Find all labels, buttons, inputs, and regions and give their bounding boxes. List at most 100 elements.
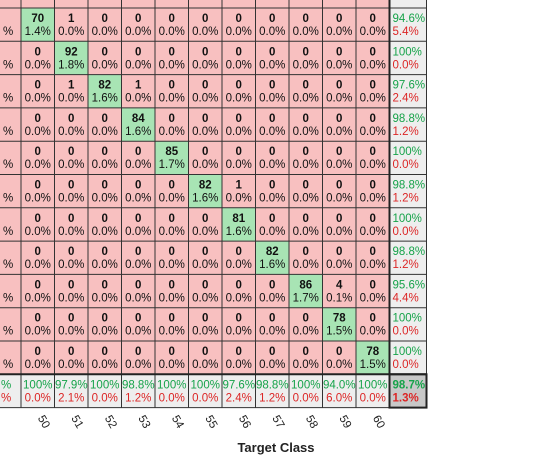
matrix-cell: [255, 141, 289, 175]
column-summary-correct: 100%: [358, 379, 387, 391]
row-summary-error: 0.0%: [393, 159, 419, 171]
cell-count: 1: [236, 180, 243, 192]
cell-percent: 0.0%: [92, 159, 118, 171]
matrix-cell: [356, 174, 390, 208]
cell-percent: 0.0%: [360, 193, 386, 205]
cell-count: 0: [135, 180, 141, 192]
cell-count: 82: [266, 246, 279, 258]
cell-percent: 0.0%: [25, 326, 51, 338]
matrix-cell: [54, 41, 88, 75]
cell-percent: 0.0%: [293, 193, 319, 205]
row-fragment-label: %: [3, 359, 13, 371]
cell-count: 0: [236, 279, 242, 291]
matrix-cell: [322, 207, 356, 242]
matrix-cell: [121, 274, 155, 308]
cell-count: 0: [202, 80, 208, 92]
x-tick-label: 54: [169, 414, 186, 432]
matrix-cell: [289, 8, 323, 42]
cell-count: 0: [135, 13, 141, 25]
cell-percent: 1.6%: [125, 126, 151, 138]
matrix-cell: [155, 241, 189, 275]
row-fragment-label: %: [3, 159, 13, 171]
cell-percent: 0.1%: [326, 292, 352, 304]
row-summary-error: 1.2%: [393, 259, 419, 271]
cell-percent: 0.0%: [92, 326, 118, 338]
cell-percent: 0.0%: [125, 326, 151, 338]
cell-percent: 0.0%: [192, 26, 218, 38]
cell-count: 0: [35, 80, 41, 92]
matrix-cell: [322, 241, 356, 275]
cell-count: 0: [169, 13, 175, 25]
matrix-cell: [222, 341, 256, 375]
cell-percent: 0.0%: [25, 193, 51, 205]
cell-count: 0: [303, 346, 309, 358]
matrix-cell: [88, 274, 122, 308]
cell-percent: 0.0%: [326, 159, 352, 171]
cell-percent: 0.0%: [159, 326, 185, 338]
matrix-cell: [356, 107, 390, 142]
cell-count: 0: [68, 213, 74, 225]
matrix-cell: [289, 341, 323, 375]
cell-percent: 0.0%: [58, 159, 84, 171]
matrix-cell: [121, 107, 155, 142]
cell-count: 0: [169, 113, 175, 125]
matrix-cell: [155, 207, 189, 242]
cell-percent: 0.0%: [293, 126, 319, 138]
matrix-cell: [255, 307, 289, 341]
cell-count: 0: [202, 279, 208, 291]
cell-percent: 1.6%: [192, 193, 218, 205]
cell-count: 0: [236, 146, 242, 158]
column-summary-error: 1.2%: [259, 392, 285, 404]
cell-percent: 1.6%: [259, 259, 285, 271]
row-summary-correct: 98.8%: [393, 246, 426, 258]
row-summary-cell: [389, 8, 427, 42]
matrix-cell: [289, 241, 323, 275]
cell-percent: 0.0%: [58, 126, 84, 138]
cell-count: 0: [102, 313, 108, 325]
matrix-cell: [356, 274, 390, 308]
column-summary-error: 0.0%: [25, 392, 51, 404]
cell-percent: 0.0%: [192, 159, 218, 171]
cell-percent: 0.0%: [259, 193, 285, 205]
row-summary-correct: 94.6%: [393, 13, 426, 25]
cell-count: 0: [336, 13, 342, 25]
x-tick-label: 58: [303, 414, 320, 431]
row-fragment-label: %: [3, 292, 13, 304]
cell-count: 0: [303, 113, 309, 125]
cell-percent: 0.0%: [125, 59, 151, 71]
row-fragment-label: %: [3, 326, 13, 338]
cell-percent: 0.0%: [125, 193, 151, 205]
x-tick-label: 57: [269, 414, 286, 431]
cell-percent: 0.0%: [125, 226, 151, 238]
matrix-cell: [21, 341, 55, 375]
cell-count: 0: [169, 213, 175, 225]
cell-percent: 1.6%: [226, 226, 252, 238]
matrix-cell: [155, 307, 189, 341]
x-tick-label: 50: [35, 414, 52, 431]
cell-count: 81: [232, 213, 245, 225]
matrix-cell: [21, 174, 55, 208]
column-summary-correct: 100%: [291, 379, 320, 391]
column-summary-cell: [322, 374, 356, 408]
cell-percent: 0.0%: [326, 126, 352, 138]
matrix-cell: [88, 174, 122, 208]
cell-count: 0: [303, 213, 309, 225]
matrix-cell: [322, 141, 356, 175]
matrix-cell: [222, 241, 256, 275]
clipped-column-left: [0, 8, 21, 375]
matrix-cell: [54, 274, 88, 308]
cell-count: 0: [102, 113, 108, 125]
overall-accuracy-cell: [389, 374, 427, 408]
cell-percent: 0.0%: [192, 359, 218, 371]
matrix-cell: [155, 41, 189, 75]
cell-percent: 0.0%: [326, 259, 352, 271]
cell-percent: 0.0%: [293, 93, 319, 105]
cell-percent: 0.0%: [58, 93, 84, 105]
cell-count: 0: [102, 180, 108, 192]
cell-percent: 0.0%: [259, 359, 285, 371]
column-summary-correct: 100%: [23, 379, 52, 391]
cell-count: 0: [35, 113, 41, 125]
cell-percent: 0.0%: [125, 93, 151, 105]
cell-percent: 0.0%: [259, 26, 285, 38]
cell-percent: 0.0%: [259, 292, 285, 304]
